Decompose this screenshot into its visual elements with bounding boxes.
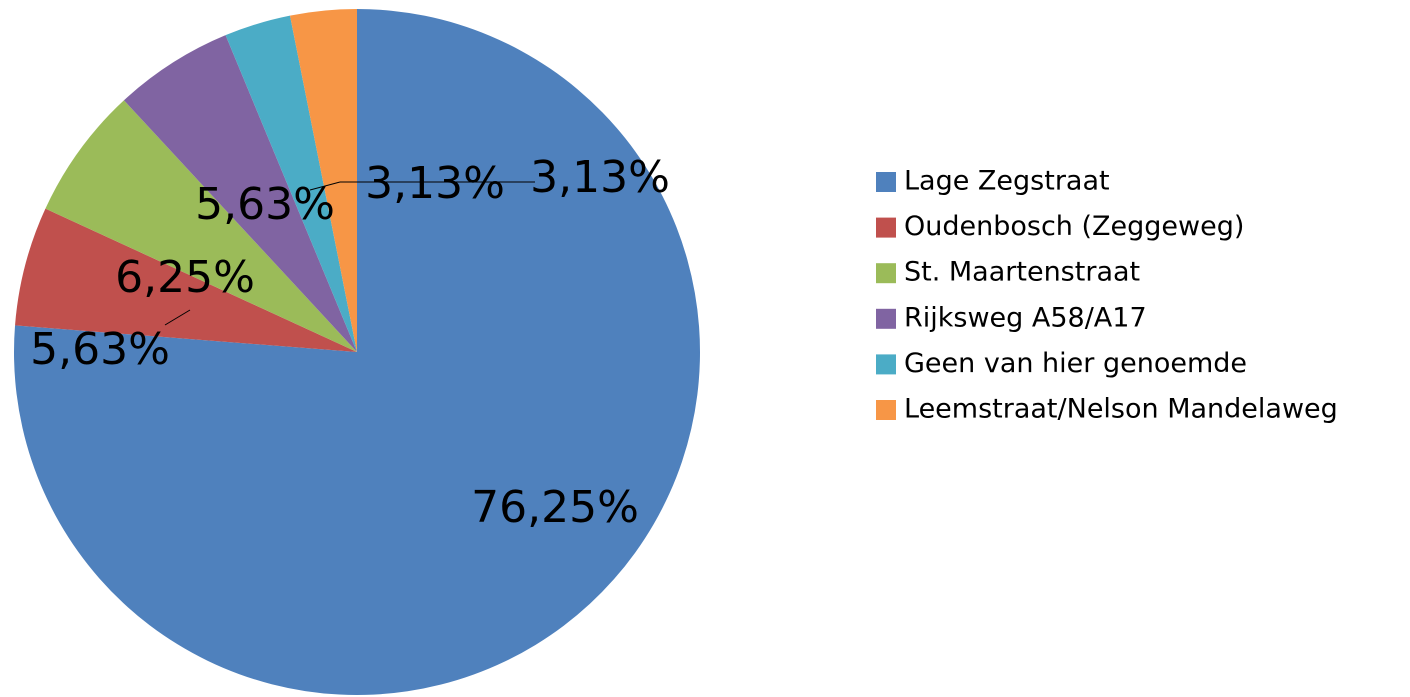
- pie-slice: [123, 35, 358, 352]
- data-label: 5,63%: [195, 179, 335, 230]
- legend-swatch: [876, 308, 896, 329]
- data-label: 3,13%: [365, 158, 505, 209]
- leader-line: [164, 309, 191, 326]
- legend-swatch: [876, 400, 896, 420]
- data-label: 76,25%: [471, 482, 639, 533]
- legend-swatch: [876, 217, 896, 238]
- data-label: 5,63%: [30, 324, 170, 375]
- legend-label: Lage Zegstraat: [904, 166, 1110, 197]
- leader-line: [309, 181, 341, 191]
- legend-swatch: [876, 354, 896, 375]
- legend-label: Geen van hier genoemde: [904, 348, 1247, 379]
- data-label: 3,13%: [530, 152, 670, 203]
- pie-slice: [45, 100, 357, 353]
- pie-slice: [15, 208, 357, 352]
- data-label: 6,25%: [115, 252, 255, 303]
- legend-swatch: [876, 172, 896, 192]
- legend-label: Rijksweg A58/A17: [904, 302, 1147, 333]
- legend-label: St. Maartenstraat: [904, 257, 1140, 288]
- legend-label: Leemstraat/Nelson Mandelaweg: [904, 394, 1338, 425]
- pie-slice: [225, 15, 357, 353]
- pie-slice: [289, 9, 357, 352]
- legend-label: Oudenbosch (Zeggeweg): [904, 211, 1244, 242]
- legend-swatch: [876, 263, 896, 284]
